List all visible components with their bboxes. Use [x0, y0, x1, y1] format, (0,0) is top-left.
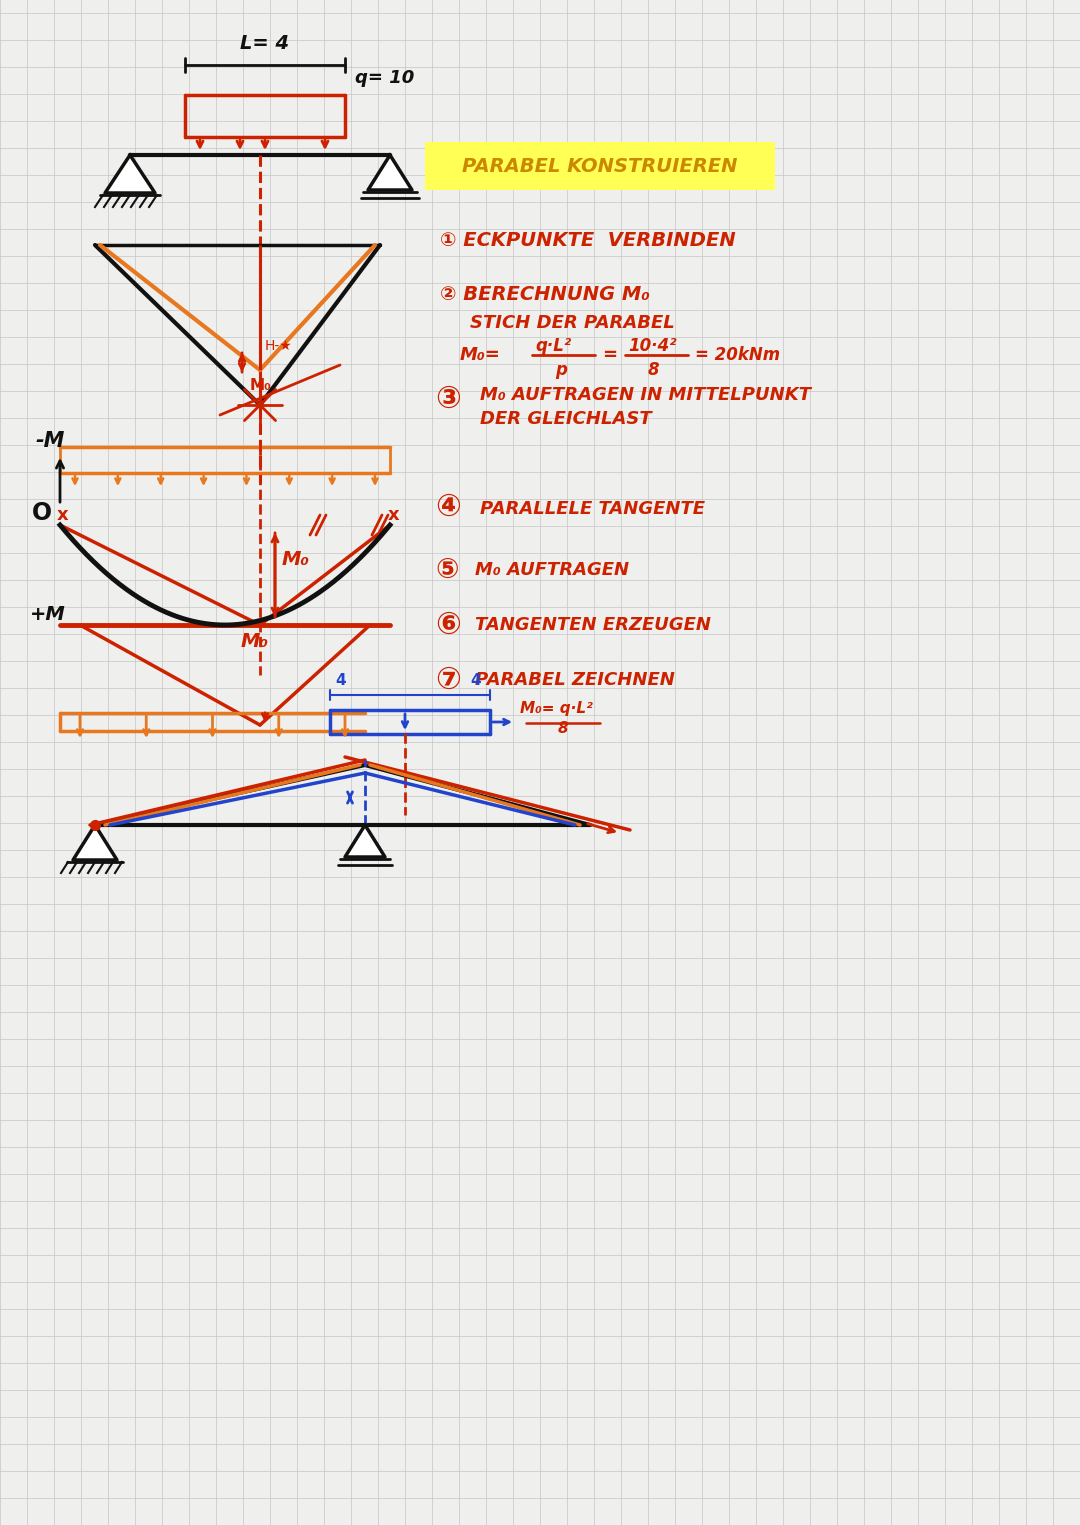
- Text: = 20kNm: = 20kNm: [696, 346, 780, 364]
- Text: ③: ③: [435, 384, 461, 413]
- Polygon shape: [345, 825, 384, 857]
- Text: 4: 4: [335, 673, 346, 688]
- Text: M₀ AUFTRAGEN: M₀ AUFTRAGEN: [475, 561, 630, 580]
- Text: M₀: M₀: [249, 378, 272, 393]
- Text: x: x: [57, 506, 69, 525]
- Text: ④: ④: [435, 493, 461, 522]
- Text: q·L²: q·L²: [535, 337, 571, 355]
- Polygon shape: [73, 825, 117, 860]
- Text: M₀=: M₀=: [460, 346, 501, 364]
- Text: x: x: [388, 506, 400, 525]
- Text: ⑦: ⑦: [435, 665, 461, 694]
- Text: ② BERECHNUNG M₀: ② BERECHNUNG M₀: [440, 285, 650, 305]
- Text: M₀: M₀: [282, 551, 310, 569]
- Text: L= 4: L= 4: [241, 34, 289, 53]
- Text: 4: 4: [470, 673, 481, 688]
- Text: PARALLELE TANGENTE: PARALLELE TANGENTE: [480, 500, 705, 519]
- Text: +M: +M: [30, 605, 66, 624]
- Text: M₀: M₀: [241, 631, 269, 651]
- Text: 8: 8: [648, 361, 660, 380]
- Text: STICH DER PARABEL: STICH DER PARABEL: [470, 314, 675, 332]
- Text: DER GLEICHLAST: DER GLEICHLAST: [480, 410, 651, 429]
- Text: 8: 8: [558, 721, 569, 737]
- FancyBboxPatch shape: [426, 142, 775, 191]
- Text: O: O: [32, 502, 52, 525]
- Text: ① ECKPUNKTE  VERBINDEN: ① ECKPUNKTE VERBINDEN: [440, 230, 735, 250]
- Polygon shape: [368, 156, 411, 191]
- Text: PARABEL ZEICHNEN: PARABEL ZEICHNEN: [475, 671, 675, 689]
- Text: TANGENTEN ERZEUGEN: TANGENTEN ERZEUGEN: [475, 616, 711, 634]
- Text: PARABEL KONSTRUIEREN: PARABEL KONSTRUIEREN: [462, 157, 738, 175]
- Text: q= 10: q= 10: [355, 69, 415, 87]
- Text: -M: -M: [35, 432, 65, 451]
- Text: =: =: [602, 346, 617, 364]
- Text: M₀= q·L²: M₀= q·L²: [519, 702, 593, 717]
- Text: p: p: [555, 361, 567, 380]
- Polygon shape: [105, 156, 156, 194]
- Text: ⑤: ⑤: [435, 557, 459, 584]
- Text: ⑥: ⑥: [435, 610, 461, 639]
- Text: 10·4²: 10·4²: [627, 337, 676, 355]
- Text: H-★: H-★: [265, 339, 293, 352]
- Text: M₀ AUFTRAGEN IN MITTELPUNKT: M₀ AUFTRAGEN IN MITTELPUNKT: [480, 386, 811, 404]
